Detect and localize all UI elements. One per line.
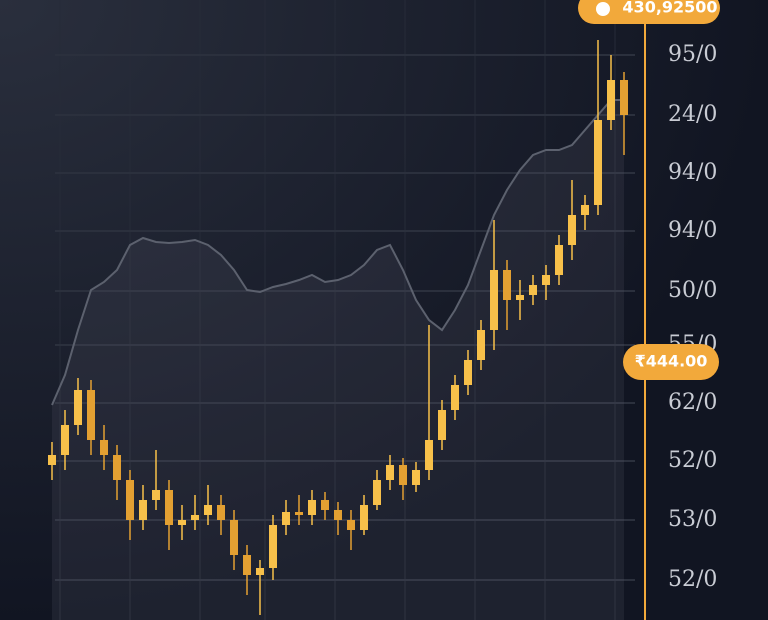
y-tick-label: 94/0 — [668, 160, 717, 185]
candle-body — [386, 465, 394, 480]
y-tick-label: 53/0 — [668, 507, 717, 532]
candle-body — [87, 390, 95, 440]
candle-body — [165, 490, 173, 525]
candle-body — [217, 505, 225, 520]
candle-body — [516, 295, 524, 300]
candle-body — [360, 505, 368, 530]
price-badge-bg — [623, 344, 719, 380]
candle-body — [425, 440, 433, 470]
candle-body — [230, 520, 238, 555]
price-badge: ₹444.00 — [623, 344, 719, 380]
area-fill — [52, 100, 624, 620]
y-tick-label: 52/0 — [668, 567, 717, 592]
candle-body — [464, 360, 472, 385]
candle-body — [204, 505, 212, 515]
top-badge: 430,92500 — [578, 0, 720, 24]
candle-body — [113, 455, 121, 480]
candle-body — [61, 425, 69, 455]
candle-body — [321, 500, 329, 510]
candle-body — [490, 270, 498, 330]
y-tick-label: 62/0 — [668, 390, 717, 415]
candle-body — [334, 510, 342, 520]
candle-body — [191, 515, 199, 520]
top-badge-text: 430,92500 — [622, 0, 717, 17]
candle-body — [269, 525, 277, 568]
candle-body — [152, 490, 160, 500]
candle-body — [438, 410, 446, 440]
candle-body — [412, 470, 420, 485]
candle-body — [243, 555, 251, 575]
candle-body — [126, 480, 134, 520]
candle-body — [100, 440, 108, 455]
candle-body — [373, 480, 381, 505]
area-line — [51, 99, 624, 406]
candle-body — [308, 500, 316, 515]
candle-body — [568, 215, 576, 245]
candle-body — [178, 520, 186, 525]
candle-body — [451, 385, 459, 410]
candle-body — [477, 330, 485, 360]
candle-body — [74, 390, 82, 425]
y-tick-label: 24/0 — [668, 102, 717, 127]
candle-body — [542, 275, 550, 285]
candle-body — [282, 512, 290, 525]
candle-body — [607, 80, 615, 120]
candle-body — [594, 120, 602, 205]
candle-body — [139, 500, 147, 520]
top-badge-bg — [578, 0, 720, 24]
bull-icon — [596, 2, 610, 16]
candle-body — [399, 465, 407, 485]
candle-body — [48, 455, 56, 465]
candle-body — [256, 568, 264, 575]
candle-body — [555, 245, 563, 275]
candle-body — [347, 520, 355, 530]
y-tick-label: 52/0 — [668, 448, 717, 473]
price-badge-text: ₹444.00 — [635, 352, 708, 371]
candle-body — [620, 80, 628, 115]
candle-body — [503, 270, 511, 300]
y-tick-label: 94/0 — [668, 218, 717, 243]
candle-body — [529, 285, 537, 295]
candle-body — [581, 205, 589, 215]
y-tick-label: 95/0 — [668, 42, 717, 67]
candle-body — [295, 512, 303, 515]
y-tick-label: 50/0 — [668, 278, 717, 303]
